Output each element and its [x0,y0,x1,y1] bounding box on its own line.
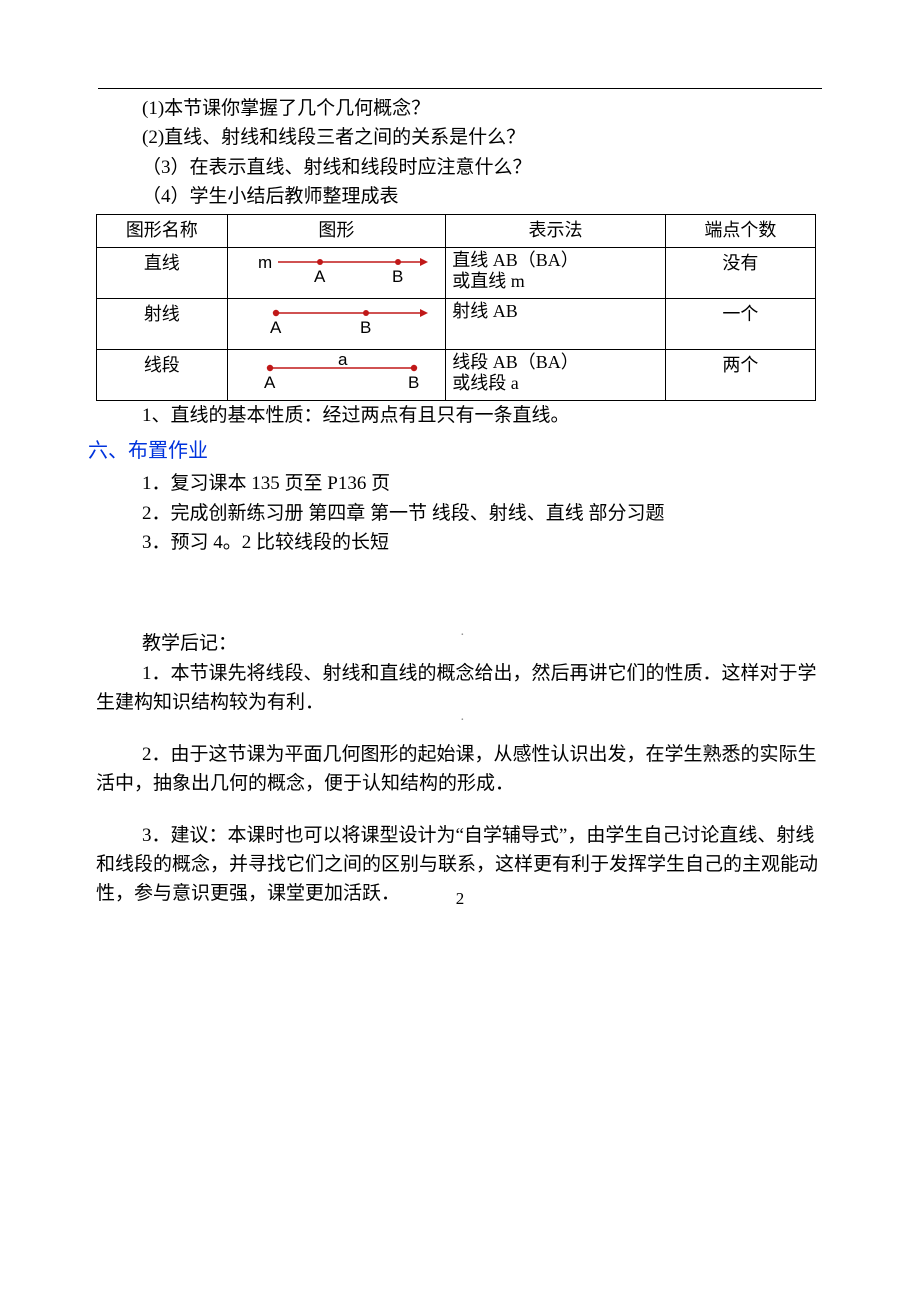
table-row: 射线 AB 射线 AB 一个 [97,298,816,349]
figure-diagram: mAB [234,250,440,296]
cell-figure: mAB [227,247,446,298]
cell-figure: AB [227,298,446,349]
svg-text:A: A [270,318,282,337]
cell-figure: a A B [227,349,446,400]
homework-block: 1．复习课本 135 页至 P136 页 2．完成创新练习册 第四章 第一节 线… [88,469,832,557]
cell-rep: 直线 AB（BA）或直线 m [446,247,666,298]
table-row: 直线 m A B 直线 AB（BA）或直线 m 没有 [97,247,816,298]
note-2: 2．由于这节课为平面几何图形的起始课，从感性认识出发，在学生熟悉的实际生活中，抽… [96,740,832,799]
spacer [88,557,832,629]
cell-name: 线段 [97,349,228,400]
svg-text:m: m [258,253,272,272]
question-1: (1)本节课你掌握了几个几何概念？ [142,94,832,123]
summary-table: 图形名称 图形 表示法 端点个数 直线 mAB 直线 AB（BA）或直线 m 没… [96,214,816,401]
question-block: (1)本节课你掌握了几个几何概念？ (2)直线、射线和线段三者之间的关系是什么？… [88,94,832,212]
svg-text:A: A [314,267,326,286]
note-1: 1．本节课先将线段、射线和直线的概念给出，然后再讲它们的性质．这样对于学生建构知… [96,659,832,718]
rep-line1: 射线 AB [452,301,659,323]
rep-line1: 线段 AB（BA） [452,352,659,374]
content: (1)本节课你掌握了几个几何概念？ (2)直线、射线和线段三者之间的关系是什么？… [88,94,832,909]
svg-text:A: A [264,373,276,392]
rep-line2: 或直线 m [452,271,659,293]
th-rep: 表示法 [446,214,666,247]
table-row: 线段 a A B 线段 AB（BA）或线段 a 两个 [97,349,816,400]
question-2: (2)直线、射线和线段三者之间的关系是什么？ [142,123,832,152]
rep-line2: 或线段 a [452,373,659,395]
svg-text:a: a [338,352,348,369]
cell-rep: 线段 AB（BA）或线段 a [446,349,666,400]
cell-ends: 没有 [665,247,815,298]
page-number: 2 [0,889,920,909]
figure-diagram: a A B [234,352,440,398]
rep-line1: 直线 AB（BA） [452,250,659,272]
svg-text:B: B [392,267,403,286]
top-rule [98,88,822,89]
cell-ends: 两个 [665,349,815,400]
th-name: 图形名称 [97,214,228,247]
cell-name: 直线 [97,247,228,298]
center-mark-icon: · [460,710,465,732]
th-ends: 端点个数 [665,214,815,247]
svg-text:B: B [408,373,419,392]
table-header-row: 图形名称 图形 表示法 端点个数 [97,214,816,247]
cell-rep: 射线 AB [446,298,666,349]
line-property: 1、直线的基本性质：经过两点有且只有一条直线。 [142,401,832,430]
th-figure: 图形 [227,214,446,247]
page: (1)本节课你掌握了几个几何概念？ (2)直线、射线和线段三者之间的关系是什么？… [0,0,920,971]
section-6-heading: 六、布置作业 [88,436,832,467]
question-4: （4）学生小结后教师整理成表 [142,182,832,211]
homework-2: 2．完成创新练习册 第四章 第一节 线段、射线、直线 部分习题 [142,499,832,528]
cell-name: 射线 [97,298,228,349]
after-table-line: 1、直线的基本性质：经过两点有且只有一条直线。 [88,401,832,430]
teaching-notes: 教学后记： 1．本节课先将线段、射线和直线的概念给出，然后再讲它们的性质．这样对… [88,629,832,909]
cell-ends: 一个 [665,298,815,349]
question-3: （3）在表示直线、射线和线段时应注意什么？ [142,153,832,182]
homework-3: 3．预习 4。2 比较线段的长短 [142,528,832,557]
homework-1: 1．复习课本 135 页至 P136 页 [142,469,832,498]
center-mark-icon: · [460,625,465,647]
figure-diagram: AB [234,301,440,347]
svg-text:B: B [360,318,371,337]
